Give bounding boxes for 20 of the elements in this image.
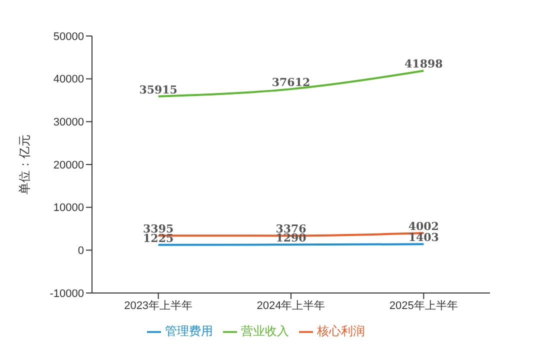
- y-tick-label: 0: [78, 245, 84, 258]
- y-tick-label: 10000: [53, 202, 84, 214]
- data-label: 1403: [408, 231, 439, 244]
- y-tick-label: 40000: [53, 74, 84, 86]
- x-tick-label: 2024年上半年: [256, 298, 326, 312]
- legend-label: 核心利润: [317, 324, 365, 338]
- data-label: 37612: [272, 76, 310, 90]
- y-axis-title: 单位：亿元: [17, 134, 32, 194]
- y-tick-label: 50000: [53, 30, 84, 43]
- data-label: 1225: [143, 232, 174, 245]
- legend-label: 营业收入: [241, 324, 289, 338]
- data-label: 41898: [404, 58, 444, 71]
- x-tick-label: 2025年上半年: [389, 298, 458, 312]
- x-tick-label: 2023年上半年: [124, 298, 193, 312]
- y-tick-label: -10000: [50, 288, 84, 300]
- data-label: 35915: [139, 83, 178, 96]
- data-label: 4002: [408, 220, 439, 234]
- y-tick-label: 30000: [53, 116, 84, 129]
- y-tick-label: 20000: [53, 159, 84, 172]
- legend-label: 管理费用: [165, 324, 213, 338]
